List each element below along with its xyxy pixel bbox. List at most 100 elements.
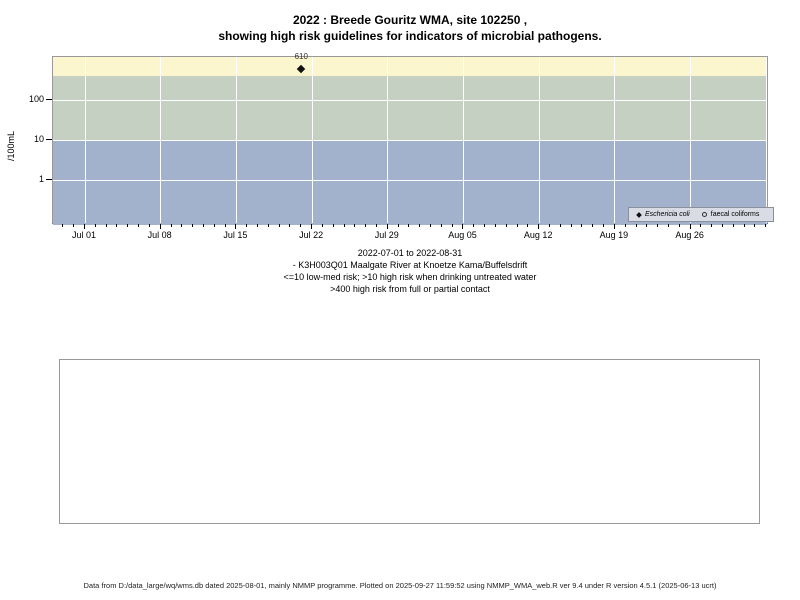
x-tick bbox=[84, 224, 85, 229]
x-tick bbox=[246, 224, 248, 227]
legend-entry: faecal coliforms bbox=[701, 211, 760, 218]
x-tick bbox=[170, 224, 172, 227]
x-tick bbox=[473, 224, 475, 227]
legend-label: faecal coliforms bbox=[710, 211, 760, 218]
x-tick bbox=[667, 224, 669, 227]
x-tick bbox=[689, 224, 691, 229]
subtitle-date-range: 2022-07-01 to 2022-08-31 bbox=[357, 248, 463, 258]
x-tick-label: Jul 29 bbox=[374, 230, 399, 240]
y-axis-title: /100mL bbox=[6, 130, 16, 162]
x-tick bbox=[613, 224, 615, 229]
x-tick-label: Jul 01 bbox=[71, 230, 97, 240]
x-tick bbox=[278, 224, 280, 227]
x-tick bbox=[321, 224, 323, 227]
x-tick bbox=[646, 224, 648, 227]
x-tick-label: Aug 05 bbox=[448, 230, 477, 240]
x-tick bbox=[451, 224, 453, 227]
x-tick bbox=[311, 224, 313, 229]
y-tick bbox=[46, 138, 52, 140]
filled-diamond-icon bbox=[636, 211, 642, 218]
x-tick bbox=[257, 224, 259, 227]
risk-band bbox=[53, 57, 767, 76]
x-tick bbox=[224, 224, 226, 227]
x-tick bbox=[386, 224, 388, 229]
x-tick bbox=[657, 224, 659, 227]
x-tick bbox=[732, 224, 734, 227]
chart-title-line2: showing high risk guidelines for indicat… bbox=[218, 29, 602, 43]
x-tick bbox=[592, 224, 594, 227]
y-gridline bbox=[53, 139, 767, 141]
x-tick bbox=[365, 224, 367, 227]
x-tick bbox=[300, 224, 302, 227]
x-tick bbox=[159, 224, 161, 229]
x-tick-label: Aug 26 bbox=[675, 230, 704, 240]
x-tick bbox=[343, 224, 345, 227]
x-tick bbox=[419, 224, 421, 227]
x-tick-label: Jul 08 bbox=[147, 230, 172, 240]
x-tick bbox=[354, 224, 356, 227]
subtitle-site-name: - K3H003Q01 Maalgate River at Knoetze Ka… bbox=[292, 260, 528, 270]
x-tick bbox=[289, 224, 291, 227]
x-tick bbox=[559, 224, 561, 227]
x-tick bbox=[549, 224, 550, 227]
risk-band bbox=[53, 75, 767, 140]
x-tick-label: Jul 22 bbox=[299, 230, 324, 240]
x-tick-label: Aug 12 bbox=[523, 230, 553, 240]
x-tick bbox=[213, 224, 215, 227]
x-tick bbox=[635, 224, 637, 227]
data-point-label: 610 bbox=[294, 51, 308, 61]
x-tick bbox=[62, 224, 64, 227]
x-tick bbox=[494, 224, 496, 227]
subtitle: 2022-07-01 to 2022-08-31 - K3H003Q01 Maa… bbox=[52, 247, 768, 295]
y-tick bbox=[46, 98, 52, 100]
x-tick bbox=[430, 224, 432, 227]
subtitle-guideline-1: <=10 low-med risk; >10 high risk when dr… bbox=[283, 272, 537, 282]
x-tick bbox=[484, 224, 486, 227]
x-tick bbox=[505, 224, 507, 227]
x-tick bbox=[570, 224, 572, 227]
x-tick bbox=[624, 224, 626, 227]
x-tick bbox=[722, 224, 724, 227]
y-tick-label: 1 bbox=[38, 174, 44, 184]
empty-panel bbox=[59, 359, 760, 524]
plot-area: Eschericia coli faecal coliforms 610 bbox=[52, 52, 774, 225]
x-tick bbox=[754, 224, 756, 227]
x-tick bbox=[267, 224, 269, 227]
x-tick bbox=[440, 224, 442, 227]
x-tick bbox=[765, 224, 767, 227]
y-gridline bbox=[53, 99, 767, 101]
y-tick-label: 100 bbox=[28, 94, 44, 104]
x-tick-label: Aug 19 bbox=[599, 230, 629, 240]
x-tick bbox=[700, 224, 702, 227]
x-tick bbox=[527, 224, 529, 227]
x-tick bbox=[138, 224, 140, 227]
x-tick bbox=[148, 224, 150, 227]
x-tick bbox=[678, 224, 680, 227]
x-tick bbox=[581, 224, 583, 227]
footer-note: Data from D:/data_large/wq/wms.db dated … bbox=[83, 581, 717, 590]
subtitle-guideline-2: >400 high risk from full or partial cont… bbox=[330, 284, 490, 294]
y-tick-label: 10 bbox=[33, 134, 44, 144]
x-tick bbox=[235, 224, 237, 229]
x-tick bbox=[711, 224, 713, 227]
x-tick bbox=[116, 224, 118, 227]
y-tick bbox=[46, 178, 52, 180]
x-tick bbox=[462, 224, 464, 229]
y-gridline bbox=[53, 179, 767, 181]
x-tick bbox=[73, 224, 75, 227]
x-tick bbox=[332, 224, 334, 227]
x-tick bbox=[192, 224, 194, 227]
x-tick bbox=[127, 224, 129, 227]
legend-label: Eschericia coli bbox=[645, 211, 690, 218]
x-tick bbox=[94, 224, 96, 227]
x-tick bbox=[105, 224, 107, 227]
x-tick bbox=[397, 224, 399, 227]
legend: Eschericia coli faecal coliforms bbox=[628, 207, 774, 222]
x-tick bbox=[538, 224, 540, 229]
x-tick bbox=[516, 224, 518, 227]
chart-title-line1: 2022 : Breede Gouritz WMA, site 102250 , bbox=[292, 13, 528, 27]
x-tick-label: Jul 15 bbox=[223, 230, 248, 240]
x-tick bbox=[603, 224, 605, 227]
legend-entry: Eschericia coli bbox=[636, 211, 690, 218]
